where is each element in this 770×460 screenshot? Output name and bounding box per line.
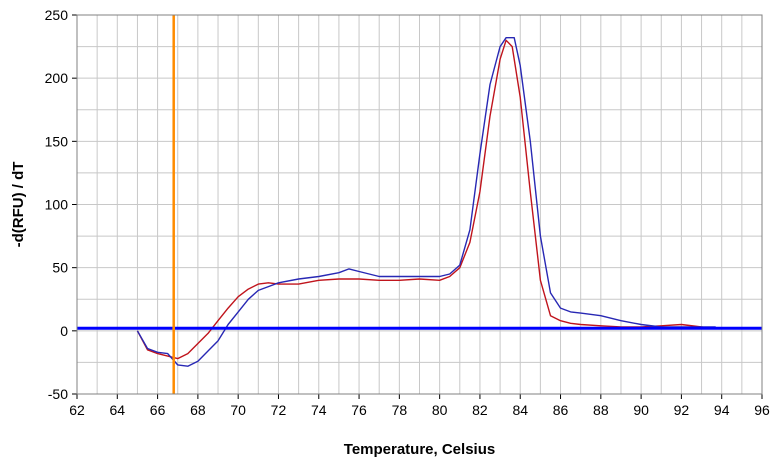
- x-tick-label: 84: [512, 402, 528, 418]
- x-tick-label: 76: [351, 402, 367, 418]
- series-line-2: [136, 37, 716, 367]
- y-tick-label: 0: [60, 323, 68, 339]
- x-tick-label: 80: [432, 402, 448, 418]
- x-tick-label: 86: [553, 402, 569, 418]
- x-tick-label: 90: [633, 402, 649, 418]
- plot-frame: [76, 14, 763, 395]
- grid: [76, 14, 763, 395]
- y-tick-label: 250: [45, 7, 69, 23]
- axis-ticks: 62 64 66 68 70 72 74 76 78 80 82 84 86 88 90 92 94 96 -50 0…: [45, 7, 770, 418]
- y-tick-label: 200: [45, 70, 69, 86]
- x-tick-label: 88: [593, 402, 609, 418]
- x-tick-label: 92: [674, 402, 690, 418]
- x-tick-label: 62: [69, 402, 85, 418]
- x-axis-title: Temperature, Celsius: [344, 441, 495, 458]
- y-tick-label: -50: [48, 386, 68, 402]
- x-tick-label: 66: [150, 402, 166, 418]
- y-tick-label: 50: [52, 260, 68, 276]
- y-tick-label: 100: [45, 197, 69, 213]
- x-tick-label: 64: [110, 402, 126, 418]
- x-tick-label: 72: [271, 402, 287, 418]
- x-tick-label: 94: [714, 402, 730, 418]
- x-tick-label: 70: [230, 402, 246, 418]
- overlays: [77, 15, 762, 394]
- y-tick-label: 150: [45, 133, 69, 149]
- x-tick-label: 96: [754, 402, 770, 418]
- x-tick-label: 68: [190, 402, 206, 418]
- x-tick-label: 78: [392, 402, 408, 418]
- y-axis-title: -d(RFU) / dT: [10, 162, 27, 248]
- x-tick-label: 74: [311, 402, 327, 418]
- x-tick-label: 82: [472, 402, 488, 418]
